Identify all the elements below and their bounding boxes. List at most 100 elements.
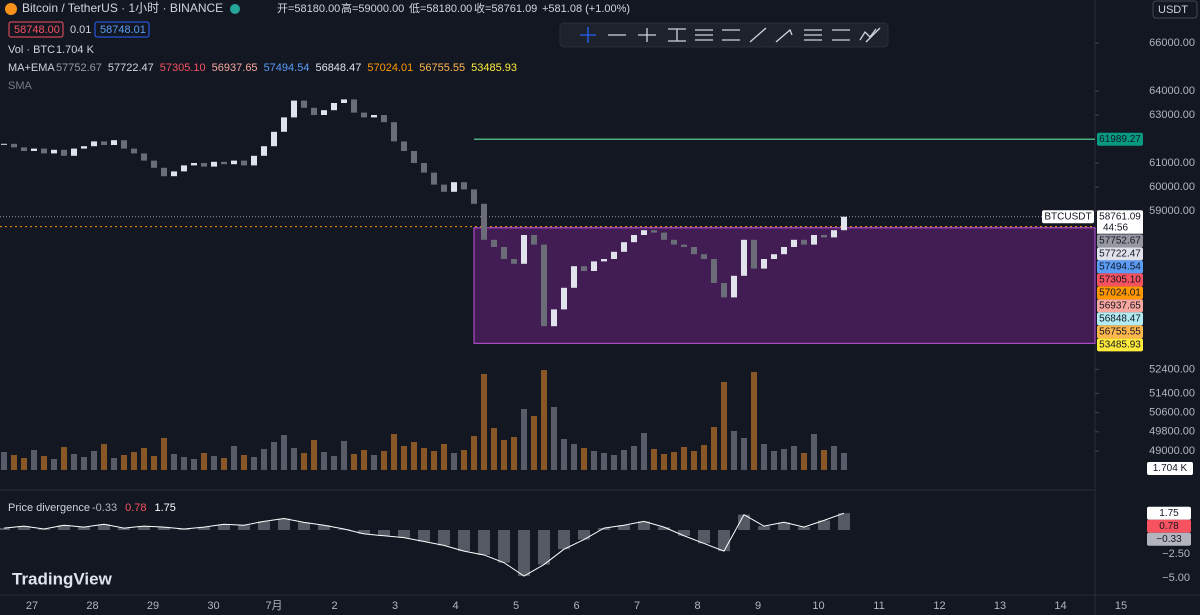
osc-histogram — [398, 530, 410, 538]
osc-legend-value: 1.75 — [155, 502, 176, 514]
price-tag — [1097, 247, 1143, 261]
osc-histogram — [458, 530, 470, 552]
price-tick-label: 61000.00 — [1149, 157, 1195, 169]
currency[interactable]: USDT — [1158, 4, 1188, 16]
price-tag-label: 57024.01 — [1099, 288, 1141, 299]
candle — [621, 242, 627, 252]
price-tag — [1097, 234, 1143, 248]
volume-bar — [201, 453, 207, 470]
ohlc-high: 高=59000.00 — [341, 1, 404, 15]
candle — [781, 247, 787, 255]
candle — [451, 182, 457, 192]
candle — [481, 203, 487, 240]
candle — [331, 103, 337, 111]
date-label: 7月 — [265, 600, 282, 612]
symbol[interactable]: Bitcoin / TetherUS · 1小时 · BINANCE — [22, 1, 223, 15]
date-label: 11 — [873, 600, 884, 612]
price-tag-label: 57752.67 — [1099, 236, 1141, 247]
candle — [551, 309, 557, 327]
candle — [341, 99, 347, 103]
volume-bar — [171, 454, 177, 470]
ask-box[interactable] — [94, 21, 150, 38]
tool-levels[interactable] — [804, 29, 822, 41]
candle — [181, 165, 187, 172]
currency-box[interactable] — [1152, 0, 1198, 19]
tool-gann[interactable] — [832, 29, 850, 41]
candle — [121, 140, 127, 149]
tool-ray[interactable] — [865, 27, 881, 43]
candle — [741, 239, 747, 276]
ask[interactable]: 58748.01 — [100, 24, 146, 36]
osc-histogram — [598, 528, 610, 530]
candle — [691, 247, 697, 255]
candle — [631, 235, 637, 243]
tool-channel[interactable] — [668, 28, 686, 42]
logo[interactable]: TradingView — [12, 569, 113, 588]
osc-histogram — [238, 525, 250, 530]
candle — [311, 107, 317, 115]
price-tick-label: 50600.00 — [1149, 407, 1195, 419]
osc-histogram — [78, 527, 90, 530]
candle — [751, 239, 757, 269]
tool-hline[interactable] — [638, 28, 656, 42]
price-tag — [1097, 312, 1143, 326]
volume-bar — [291, 448, 297, 470]
osc-histogram — [538, 530, 550, 565]
price-tick-label: 49000.00 — [1149, 445, 1195, 457]
osc-histogram — [118, 528, 130, 530]
price-tag-label: 57305.10 — [1099, 275, 1141, 286]
price-tag — [1097, 210, 1143, 224]
volume-bar — [571, 444, 577, 470]
volume-bar — [681, 447, 687, 470]
tool-fib[interactable] — [695, 29, 713, 41]
price-tag — [1097, 132, 1143, 146]
volume-bar — [191, 459, 197, 470]
tool-arrow[interactable] — [775, 28, 793, 43]
date-label: 27 — [26, 600, 38, 612]
volume-bar — [11, 455, 17, 470]
volume-bar — [551, 407, 557, 470]
bid[interactable]: 58748.00 — [14, 24, 60, 36]
volume-bar — [211, 456, 217, 470]
volume-bar — [311, 440, 317, 470]
candle — [611, 251, 617, 259]
volume-bar — [281, 435, 287, 470]
date-label: 15 — [1115, 600, 1127, 612]
countdown-box — [1097, 221, 1143, 234]
symbol-icon — [5, 3, 17, 15]
tool-trend[interactable] — [749, 27, 767, 43]
osc-histogram — [58, 525, 70, 530]
osc-histogram — [318, 525, 330, 530]
volume-bar — [321, 452, 327, 470]
volume-bar — [161, 438, 167, 470]
candle — [661, 232, 667, 240]
osc-line — [3, 512, 845, 577]
volume-tag-label: 1.704 K — [1153, 463, 1188, 474]
volume-bar — [811, 434, 817, 470]
tool-crosshair[interactable] — [580, 27, 596, 43]
osc-histogram — [438, 530, 450, 546]
volume-bar — [651, 449, 657, 470]
osc-histogram — [778, 522, 790, 530]
volume-bar — [411, 442, 417, 470]
tool-range[interactable] — [722, 29, 740, 41]
ma-value: 56937.65 — [212, 62, 258, 74]
osc-histogram — [578, 530, 590, 540]
tool-pattern[interactable] — [859, 28, 877, 41]
candle — [581, 266, 587, 271]
price-tick-label: 60000.00 — [1149, 181, 1195, 193]
volume-bar — [621, 450, 627, 470]
candle — [231, 160, 237, 165]
candle — [321, 110, 327, 115]
osc-histogram — [298, 522, 310, 530]
osc-histogram — [98, 524, 110, 530]
candle — [251, 155, 257, 166]
candle — [171, 171, 177, 177]
osc-histogram — [678, 530, 690, 536]
candle — [221, 161, 227, 165]
candle — [91, 141, 97, 147]
candle — [441, 184, 447, 192]
bid-box[interactable] — [8, 21, 64, 38]
date-label: 30 — [207, 600, 219, 612]
range-zone — [473, 227, 1096, 344]
